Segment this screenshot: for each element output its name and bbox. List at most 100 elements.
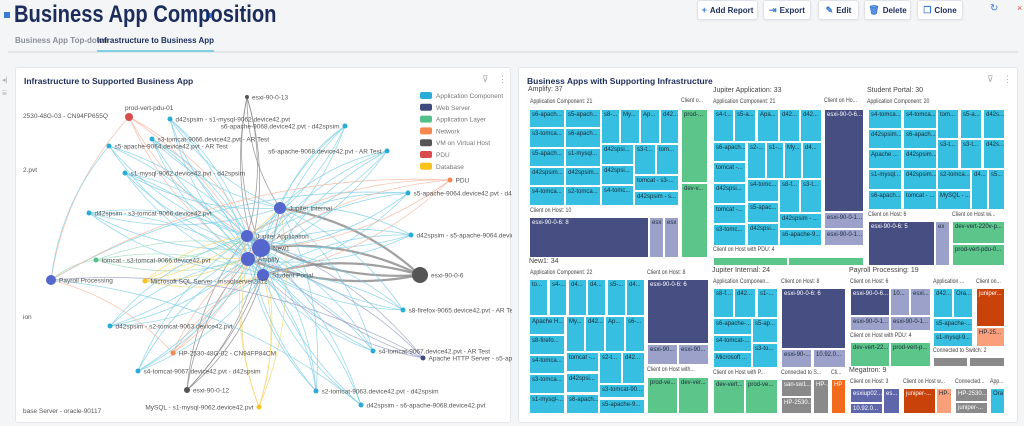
treemap-tile[interactable]: s5-apach... [565, 109, 601, 128]
treemap-tile[interactable]: My... [784, 142, 802, 179]
treemap-tile[interactable]: esxi-90-0-6: 6 [647, 279, 709, 344]
treemap-tile[interactable]: s5-apach... [529, 148, 565, 167]
graph-node[interactable] [142, 278, 148, 284]
treemap-tile[interactable]: prod-ve... [745, 379, 778, 414]
export-button[interactable]: ⇥ Export [763, 0, 811, 20]
treemap-tile[interactable]: dev-vert-220v-p... [952, 221, 1005, 244]
treemap-tile[interactable]: juniper-... [903, 388, 936, 414]
treemap-tile[interactable]: tom... [656, 144, 679, 175]
treemap-tile[interactable]: s4-tomcat-... [713, 335, 752, 352]
graph-node[interactable] [245, 95, 249, 99]
treemap-tile[interactable]: s3-to... [752, 343, 778, 368]
graph-node[interactable] [167, 116, 173, 122]
treemap-tile[interactable]: s8-f... [713, 288, 734, 318]
treemap-tile[interactable]: d42spsim - s... [634, 191, 679, 206]
treemap-tile[interactable]: Ora... [953, 288, 973, 318]
graph-node[interactable] [106, 143, 112, 149]
treemap-tile[interactable]: d42spsim... [903, 149, 937, 169]
treemap-tile[interactable]: esxi-90... [678, 344, 709, 365]
treemap-tile[interactable]: Ora [990, 388, 1005, 414]
treemap-tile[interactable]: dev-vert-22... [850, 342, 890, 367]
treemap-tile[interactable]: d42... [779, 109, 800, 142]
treemap-tile[interactable]: 10.92.0... [850, 403, 883, 414]
treemap-tile[interactable]: tomcat - ... [903, 190, 937, 210]
treemap-tile[interactable]: HP-25... [976, 327, 1005, 347]
treemap-tile[interactable]: d42... [800, 109, 822, 142]
treemap-tile[interactable]: s8-... [601, 109, 620, 144]
treemap-tile[interactable]: esxi-90-0-6: 5 [868, 221, 935, 266]
treemap-tile[interactable]: s2-tomca... [937, 169, 971, 190]
treemap-tile[interactable]: d42... [660, 109, 679, 144]
treemap-tile[interactable]: esxi-90-0-6... [824, 109, 864, 212]
treemap-tile[interactable]: d42spsi... [601, 144, 634, 165]
filter-icon[interactable]: ⊽ [482, 74, 489, 84]
treemap-tile[interactable]: esxi-90-... [781, 349, 812, 368]
graph-node[interactable] [125, 113, 133, 121]
graph-node[interactable] [405, 190, 411, 196]
treemap-tile[interactable]: HP-... [936, 388, 952, 414]
treemap-tile[interactable]: esxi-90-0-1... [890, 316, 931, 331]
treemap-tile[interactable]: d42spsim - ... [779, 213, 822, 229]
treemap-tile[interactable]: s1-... [757, 288, 778, 318]
graph-node[interactable] [135, 368, 141, 374]
treemap-tile[interactable]: es... [883, 388, 900, 414]
treemap-tile[interactable]: tomcat -... [713, 204, 746, 224]
treemap-tile[interactable]: s1-mysql... [868, 169, 902, 190]
treemap-tile[interactable]: s5... [988, 169, 1005, 210]
treemap-tile[interactable]: to... [529, 279, 548, 316]
treemap-tile[interactable]: d42s... [983, 109, 1005, 139]
treemap-tile[interactable]: 10.92.0... [813, 349, 846, 368]
graph-node[interactable] [149, 136, 155, 142]
treemap-tile[interactable]: Apache ... [868, 149, 902, 169]
treemap-tile[interactable]: prod-... [681, 109, 708, 183]
treemap-tile[interactable]: d4... [568, 279, 587, 316]
add-report-button[interactable]: + Add Report [697, 0, 758, 20]
graph-node[interactable] [184, 387, 190, 393]
treemap-tile[interactable]: s2-... [747, 142, 766, 179]
treemap-tile[interactable]: s6-apach... [903, 129, 937, 149]
treemap-tile[interactable]: prod-vert-pdu-0... [952, 244, 1005, 266]
treemap-tile[interactable] [933, 357, 968, 367]
treemap-tile[interactable]: esxi-90-0-6... [850, 288, 890, 316]
treemap-tile[interactable]: s6-apach... [566, 394, 599, 414]
treemap-tile[interactable]: s3-tomca... [529, 128, 565, 148]
legend-label[interactable]: PDU [436, 152, 450, 159]
graph-node[interactable] [93, 257, 99, 263]
treemap-tile[interactable]: s8-f... [779, 179, 800, 213]
graph-node[interactable] [107, 323, 113, 329]
graph-node[interactable] [241, 230, 253, 242]
tab-infrastructure-to-business-app[interactable]: Infrastructure to Business App [97, 36, 215, 52]
treemap-tile[interactable]: s5-a... [960, 109, 982, 139]
treemap-tile[interactable]: Apa... [757, 109, 779, 142]
treemap-tile[interactable]: s5-apac... [747, 202, 779, 223]
treemap-tile[interactable]: d42spsi... [601, 165, 634, 185]
legend-label[interactable]: Database [436, 164, 464, 171]
treemap-tile[interactable]: esxi-90-0-1... [824, 212, 864, 229]
graph-node[interactable] [447, 177, 453, 183]
treemap-tile[interactable]: s6-apach... [529, 109, 565, 128]
treemap-tile[interactable]: d42... [585, 316, 605, 352]
treemap-tile[interactable]: My... [566, 316, 585, 352]
treemap-tile[interactable]: d4... [971, 169, 988, 210]
more-menu-icon[interactable]: ⋮ [1003, 74, 1012, 84]
close-icon[interactable]: × [1017, 3, 1023, 13]
treemap-tile[interactable]: s6-apach... [868, 190, 902, 210]
treemap-tile[interactable]: esxi-90... [647, 344, 678, 365]
treemap-tile[interactable]: esxiup02... [850, 388, 883, 403]
treemap-tile[interactable]: d42... [622, 352, 645, 384]
filter-icon[interactable]: ⊽ [987, 74, 994, 84]
treemap-tile[interactable]: MySQL - ... [937, 190, 971, 210]
treemap-tile[interactable]: s4-tomca... [868, 109, 902, 129]
treemap-tile[interactable]: juniper-... [955, 402, 988, 414]
treemap-tile[interactable]: esxi-90-0-1... [824, 229, 864, 246]
legend-label[interactable]: Network [436, 128, 461, 135]
treemap-tile[interactable]: d42spsi... [713, 183, 746, 204]
treemap-tile[interactable]: s6-apach... [713, 142, 746, 162]
treemap-tile[interactable]: HP-... [813, 379, 829, 414]
treemap-tile[interactable]: s5-... [607, 279, 626, 316]
treemap-tile[interactable] [713, 257, 788, 266]
treemap-tile[interactable]: s3-tomcat-90... [599, 384, 645, 398]
treemap-tile[interactable] [969, 357, 1005, 367]
treemap-tile[interactable]: s1-mysql... [565, 148, 601, 167]
treemap-tile[interactable] [788, 257, 864, 266]
